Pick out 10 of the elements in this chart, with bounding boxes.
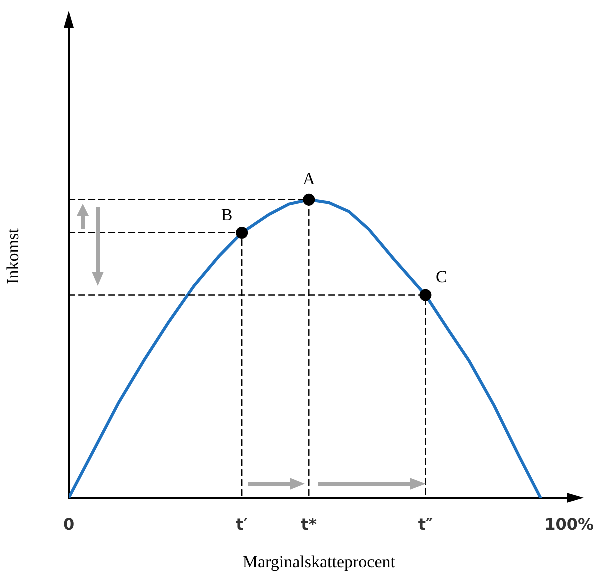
annotation: A	[302, 169, 316, 188]
x-tick-label: t′	[236, 514, 248, 534]
x-tick-label: t″	[418, 514, 434, 534]
x-tick-label: 0	[63, 514, 75, 534]
x-tick-label: t*	[301, 514, 318, 534]
annotation: C	[436, 268, 448, 287]
x-axis-title: Marginalskatteprocent	[242, 552, 396, 572]
x-tick-label: 100%	[544, 514, 594, 534]
annotation: B	[221, 205, 233, 224]
y-axis-title: Inkomst	[4, 228, 23, 284]
